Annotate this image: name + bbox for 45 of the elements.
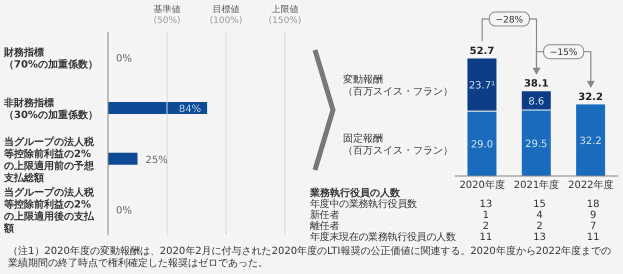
data-label: 0%	[116, 206, 132, 217]
data-label: 9	[588, 210, 598, 221]
data-label: 23.7¹	[468, 80, 496, 92]
data-label: 29.5	[525, 138, 548, 150]
y-tick-label: 年度中の業務執行役員数	[310, 199, 418, 210]
data-label: 2	[535, 221, 544, 232]
x-tick-label: 2022年度	[568, 179, 614, 192]
x-tick-label: 2021年度	[514, 179, 560, 192]
y-tick-label: 当グループの法人税等控除前利益の2%の上限適用後の支払額	[3, 186, 95, 235]
total-label: 38.1	[524, 78, 549, 90]
y-tick-label: 財務指標（70%の加重係数）	[3, 46, 98, 70]
ref-line-label: 基準値 (50%)	[153, 4, 181, 26]
text: 業務執行役員の人数	[310, 188, 400, 199]
data-label: 11	[478, 232, 494, 243]
ref-line-label: 上限値 (150%)	[268, 4, 302, 26]
x-tick-label: 2020年度	[459, 179, 505, 192]
total-label: 52.7	[470, 46, 494, 57]
data-label: 13	[532, 232, 547, 243]
y-tick-label: 非財務指標（30%の加重係数）	[3, 97, 98, 122]
ref-line-label: 目標値 (100%)	[210, 4, 242, 26]
y-tick-label: 年度末現在の業務執行役員の人数	[310, 232, 457, 243]
bar	[575, 103, 606, 176]
data-label: 4	[535, 210, 544, 221]
data-label: 84%	[178, 104, 202, 116]
data-label: 29.0	[470, 140, 494, 151]
data-label: 8.6	[528, 96, 544, 108]
y-tick-label: 当グループの法人税等控除前利益の2%の上限適用前の予想支払総額	[3, 136, 95, 184]
data-label: 7	[588, 221, 598, 232]
text: （注1）2020年度の変動報酬は、2020年2月に付与された2020年度のLTI報奨の公正価値に関連する。2020年度から2022年度までの業績期間の終了時点で権利確定した報奨はゼロであった。	[8, 246, 612, 270]
series-label: 変動報酬（百万スイス・フラン）	[343, 74, 453, 98]
data-label: 1	[482, 210, 490, 221]
y-tick-label: 新任者	[310, 210, 340, 221]
data-label: 11	[586, 232, 601, 243]
annotation: −15%	[550, 48, 578, 58]
data-label: 0%	[116, 53, 132, 64]
text: −28%	[496, 16, 524, 26]
data-label: 18	[586, 199, 601, 210]
total-label: 32.2	[578, 92, 603, 103]
y-tick-label: 離任者	[310, 221, 340, 232]
data-label: 13	[478, 199, 494, 210]
data-label: 25%	[146, 154, 168, 166]
data-label: 2	[482, 221, 490, 232]
data-label: 15	[532, 199, 547, 210]
data-label: 32.2	[579, 136, 602, 147]
series-label: 固定報酬（百万スイス・フラン）	[343, 132, 453, 157]
